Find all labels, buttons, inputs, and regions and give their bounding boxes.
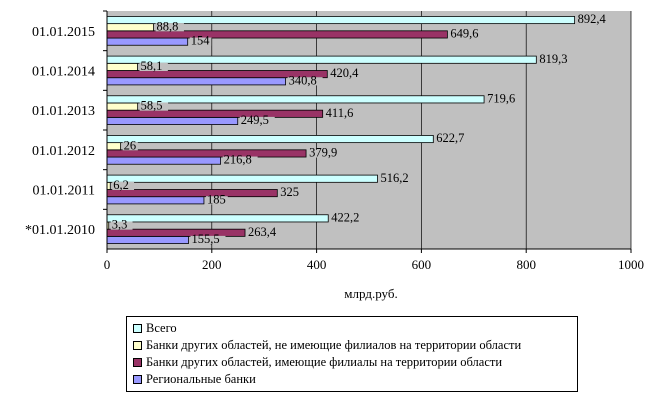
data-label: 263,4: [248, 225, 277, 239]
bar: [106, 235, 189, 244]
x-tick-label: 600: [412, 257, 432, 272]
bar: [106, 23, 154, 32]
legend-swatch: [133, 341, 142, 350]
data-label-background: [247, 228, 283, 237]
data-label-background: [449, 30, 485, 39]
bar: [106, 214, 329, 223]
data-label: 411,6: [326, 106, 354, 120]
x-axis-title: млрд.руб.: [344, 286, 397, 301]
bar: [106, 135, 434, 144]
data-labels: 155,5 263,4 3,3 422,2 185 325 6,2 516,2 216,8 379…: [110, 12, 612, 246]
bar: [106, 174, 378, 183]
data-label-background: [435, 134, 471, 144]
data-label: 325: [280, 185, 299, 199]
category-label: 01.01.2014: [32, 65, 95, 80]
category-label: *01.01.2010: [25, 223, 95, 238]
gridlines: [211, 11, 632, 249]
data-label: 26: [124, 138, 136, 152]
category-label: 01.01.2011: [33, 184, 95, 199]
legend-swatch: [133, 375, 142, 384]
data-label: 892,4: [578, 12, 607, 26]
data-label: 6,2: [113, 178, 129, 192]
bar: [106, 55, 537, 64]
x-tick-label: 400: [307, 257, 327, 272]
data-label: 340,8: [289, 73, 317, 87]
data-label: 154: [191, 34, 211, 48]
legend-item: Всего: [133, 320, 577, 337]
data-label: 516,2: [380, 171, 408, 185]
x-tick-label: 800: [516, 257, 536, 272]
data-label-background: [190, 235, 226, 245]
bar: [106, 109, 324, 118]
bar: [106, 95, 485, 104]
data-label-background: [379, 174, 415, 183]
data-label-background: [330, 214, 366, 223]
data-label-background: [576, 15, 612, 25]
legend-label: Банки других областей, не имеющие филиал…: [146, 338, 522, 352]
data-label: 420,4: [330, 66, 359, 80]
category-label: 01.01.2015: [32, 25, 95, 40]
data-label: 3,3: [112, 218, 128, 232]
data-label: 819,3: [539, 52, 567, 66]
data-label: 379,9: [309, 146, 337, 160]
legend-swatch: [133, 358, 142, 367]
x-tick-label: 200: [202, 257, 222, 272]
plot-area: [107, 11, 631, 249]
data-label-background: [205, 196, 228, 205]
data-label-background: [279, 189, 302, 198]
data-label-background: [110, 221, 133, 230]
data-label: 622,7: [436, 131, 464, 145]
bar: [106, 189, 278, 198]
data-label: 185: [207, 192, 226, 206]
legend-item: Банки других областей, не имеющие филиал…: [133, 337, 577, 354]
data-label-background: [122, 142, 138, 151]
axes: 0 200 400 600 800 1000 *01.01.2010 01.01.2011 01…: [25, 10, 644, 272]
data-label: 249,5: [241, 113, 269, 127]
data-label: 155,5: [191, 232, 219, 246]
bar: [106, 149, 307, 158]
data-label-background: [139, 102, 169, 111]
data-label: 58,5: [141, 99, 163, 113]
data-label-background: [112, 181, 135, 190]
data-label: 719,6: [487, 91, 515, 105]
data-label: 58,1: [140, 59, 162, 73]
data-label-background: [308, 149, 344, 158]
bar: [106, 37, 189, 46]
bar: [106, 116, 239, 125]
data-label: 88,8: [157, 19, 179, 33]
data-label-background: [486, 95, 522, 104]
x-tick-label: 1000: [618, 257, 644, 272]
data-label: 649,6: [450, 27, 478, 41]
data-label-background: [189, 37, 212, 46]
legend-label: Всего: [146, 321, 177, 335]
bar: [106, 62, 138, 71]
x-tick-label: 0: [104, 257, 111, 272]
data-label-background: [222, 156, 258, 165]
bar: [106, 228, 246, 237]
data-label-background: [239, 116, 275, 126]
data-label-background: [324, 109, 360, 118]
data-label-background: [538, 55, 574, 64]
category-label: 01.01.2013: [32, 104, 95, 119]
bar: [106, 77, 286, 86]
data-label-background: [329, 70, 365, 79]
bar-chart: 0 200 400 600 800 1000 *01.01.2010 01.01.2011 01…: [25, 10, 644, 301]
data-label-background: [139, 62, 168, 71]
bar: [106, 102, 139, 111]
legend: Всего Банки других областей, не имеющие ф…: [126, 316, 578, 392]
data-label-background: [155, 23, 184, 32]
data-label: 422,2: [331, 210, 359, 224]
bar: [106, 156, 222, 165]
legend-item: Региональные банки: [133, 371, 577, 388]
legend-swatch: [133, 324, 142, 333]
bars: [106, 16, 576, 244]
data-label: 216,8: [224, 153, 252, 167]
bar: [106, 196, 205, 205]
legend-label: Региональные банки: [146, 372, 256, 386]
data-label-background: [287, 77, 323, 86]
bar: [106, 142, 122, 151]
category-label: 01.01.2012: [32, 144, 95, 159]
legend-label: Банки других областей, имеющие филиалы н…: [146, 355, 503, 369]
legend-item: Банки других областей, имеющие филиалы н…: [133, 354, 577, 371]
